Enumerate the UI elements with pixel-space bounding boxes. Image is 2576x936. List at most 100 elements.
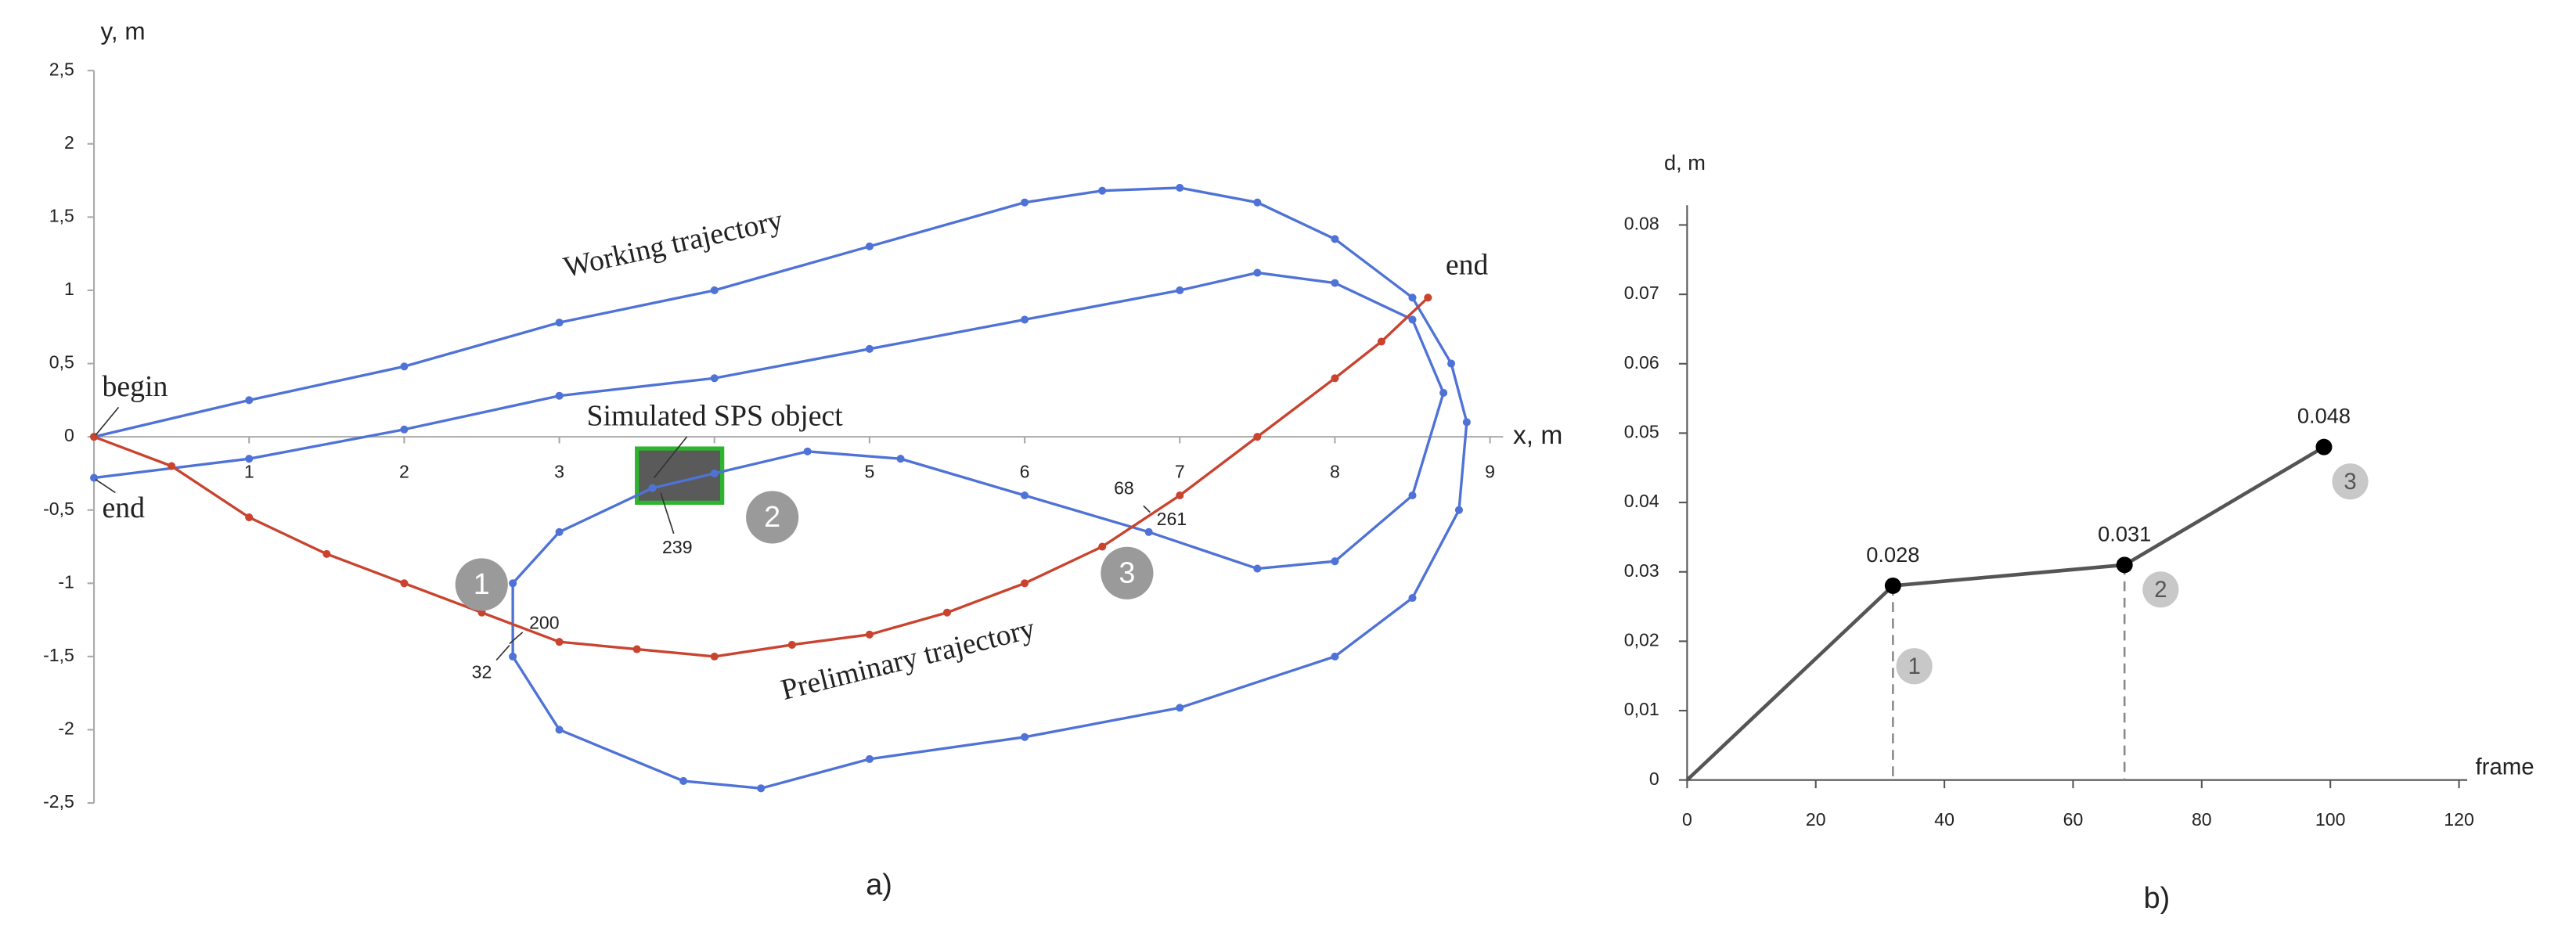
y-tick-label: 0,02: [1624, 629, 1659, 650]
annotation: Simulated SPS object: [587, 400, 844, 433]
trajectory-line: [93, 186, 1468, 790]
trajectory-point: [1253, 198, 1262, 207]
trajectory-point: [787, 640, 796, 649]
value-label: 0.028: [1866, 542, 1919, 567]
trajectory-point: [865, 630, 874, 639]
marker-label: 3: [2344, 469, 2356, 495]
x-tick-label: 0: [1682, 809, 1692, 830]
trajectory-point: [710, 469, 719, 477]
x-axis-label: x, m: [1513, 421, 1562, 450]
trajectory-point: [710, 374, 719, 383]
trajectory-point: [679, 776, 688, 786]
marker-label: 3: [1119, 556, 1135, 589]
trajectory-point: [509, 579, 517, 588]
leader-line: [495, 645, 510, 661]
trajectory-point: [1144, 527, 1153, 536]
leader-line: [660, 492, 675, 535]
y-tick-label: 0: [1649, 769, 1659, 789]
panel-title: a): [866, 869, 892, 902]
annotation: 239: [662, 537, 693, 557]
trajectory-point: [803, 447, 812, 455]
annotation: 200: [529, 612, 560, 632]
y-tick-label: 0: [64, 425, 74, 445]
trajectory-point: [1462, 418, 1471, 427]
y-tick-label: 0,5: [49, 352, 74, 373]
leader-line: [95, 478, 116, 494]
trajectory-point: [1331, 235, 1339, 243]
data-line: [1685, 445, 2326, 782]
data-point: [1884, 577, 1901, 594]
annotation: end: [1446, 249, 1489, 282]
marker-label: 1: [1908, 653, 1920, 679]
trajectory-point: [1331, 279, 1339, 287]
x-tick-label: 120: [2444, 809, 2474, 830]
y-tick-label: 1,5: [49, 205, 74, 225]
y-tick-label: 0.04: [1624, 491, 1659, 511]
marker-label: 2: [2154, 577, 2167, 603]
marker-badge: [746, 491, 799, 544]
y-tick-label: 1: [64, 279, 74, 299]
trajectory-point: [1439, 388, 1448, 398]
x-tick-label: 20: [1806, 809, 1826, 830]
x-tick-label: 8: [1330, 461, 1340, 481]
trajectory-point: [555, 527, 564, 536]
trajectory-point: [1447, 359, 1456, 368]
y-tick-label: -2: [58, 718, 74, 739]
trajectory-point: [509, 652, 517, 661]
y-axis-label: y, m: [100, 17, 145, 45]
trajectory-point: [1253, 433, 1262, 441]
trajectory-point: [245, 455, 254, 463]
trajectory-point: [168, 462, 176, 470]
y-tick-label: 0.08: [1624, 214, 1659, 234]
y-tick-label: -1: [58, 571, 74, 592]
x-tick-label: 1: [244, 461, 254, 481]
trajectory-point: [1021, 491, 1029, 500]
trajectory-point: [942, 608, 952, 617]
y-tick-label: 2,5: [49, 59, 74, 79]
trajectory-point: [896, 455, 905, 463]
trajectory-point: [1021, 733, 1029, 741]
annotation: 68: [1114, 477, 1134, 498]
x-tick-label: 100: [2315, 809, 2346, 830]
trajectory-point: [1176, 183, 1184, 192]
marker-badge: [1101, 546, 1154, 599]
trajectory-point: [1331, 374, 1339, 383]
trajectory-point: [710, 286, 719, 295]
y-tick-label: 0.07: [1624, 283, 1659, 303]
y-tick-label: -2,5: [43, 791, 74, 812]
leader-line: [653, 436, 688, 479]
x-tick-label: 80: [2192, 809, 2212, 830]
x-tick-label: 3: [554, 461, 564, 481]
trajectory-point: [400, 362, 409, 371]
trajectory-point: [1176, 704, 1184, 712]
trajectory-point: [555, 319, 564, 327]
trajectory-point: [865, 754, 874, 763]
trajectory-point: [648, 484, 657, 492]
y-tick-label: 0.06: [1624, 352, 1659, 373]
trajectory-point: [1331, 557, 1339, 566]
x-tick-label: 6: [1020, 461, 1030, 481]
trajectory-point: [1253, 268, 1262, 277]
trajectory-point: [555, 725, 564, 734]
trajectory-point: [1021, 315, 1029, 324]
trajectory-point: [1377, 337, 1385, 346]
trajectory-point: [1021, 198, 1029, 207]
x-axis-label: frame: [2476, 754, 2535, 780]
trajectory-point: [1331, 652, 1339, 661]
trajectory-point: [1253, 564, 1262, 573]
trajectory-point: [1424, 293, 1432, 302]
marker-badge: [1896, 648, 1933, 685]
y-tick-label: -1,5: [43, 645, 74, 665]
y-tick-label: 0.05: [1624, 422, 1659, 442]
trajectory-point: [1408, 315, 1417, 324]
y-tick-label: 0,01: [1624, 699, 1659, 719]
y-tick-label: -0,5: [43, 499, 74, 519]
trajectory-point: [400, 425, 409, 434]
trajectory-point: [245, 396, 254, 405]
x-tick-label: 7: [1175, 461, 1185, 481]
series-label: Preliminary trajectory: [778, 612, 1039, 707]
trajectory-point: [1408, 491, 1417, 500]
annotation: 32: [472, 661, 492, 682]
leader-line: [95, 406, 120, 436]
